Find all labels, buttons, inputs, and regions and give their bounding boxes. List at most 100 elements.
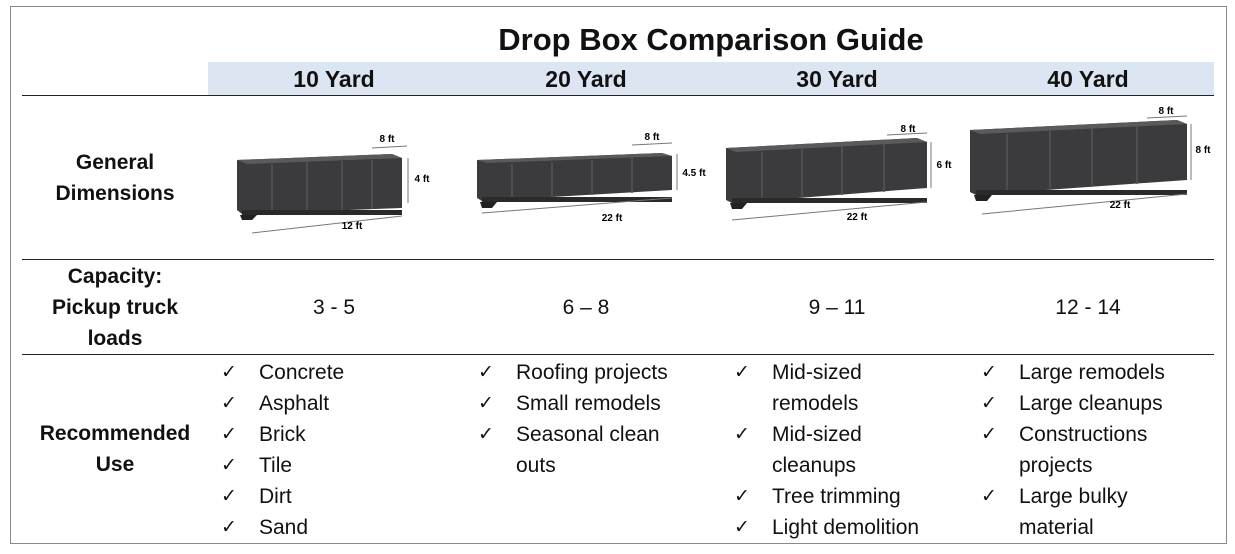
list-item-text: Roofing projects [516, 361, 668, 384]
guide-frame [10, 6, 1227, 544]
checkmark-icon: ✓ [478, 424, 494, 445]
use-list-10-yard: ✓ Concrete ✓ Asphalt ✓ Brick ✓ Tile ✓ Dirt ✓ S… [217, 357, 344, 543]
list-item: ✓ Tile [217, 450, 344, 481]
list-item-text: cleanups [772, 454, 857, 477]
list-item-text: Seasonal clean [516, 423, 660, 446]
list-item: ✓ Asphalt [217, 388, 344, 419]
list-item-text: Tile [259, 454, 293, 477]
row-label-line: Pickup truck [51, 296, 179, 319]
checkmark-icon: ✓ [221, 424, 237, 445]
capacity-40-yard: 12 - 14 [1055, 296, 1121, 319]
list-item-text: Constructions [1019, 423, 1148, 446]
list-item-text: Light demolition [772, 516, 920, 539]
list-item: ✓ Small remodels [474, 388, 668, 419]
dumpster-10-yard-illustration: 8 ft 4 ft 12 ft [212, 98, 460, 258]
checkmark-icon: ✓ [221, 517, 237, 538]
list-item-text: Asphalt [259, 392, 330, 415]
row-label-recommended-use: Recommended Use [22, 418, 208, 480]
list-item-text: Brick [259, 423, 306, 446]
list-item: ✓ Sand [217, 512, 344, 543]
list-item: ✓ Roofing projects [474, 357, 668, 388]
length-label: 22 ft [847, 212, 868, 223]
row-label-dimensions: General Dimensions [22, 147, 208, 209]
column-header-band [208, 62, 1214, 95]
checkmark-icon: ✓ [478, 393, 494, 414]
column-header-10-yard: 10 Yard [293, 66, 375, 92]
height-label: 4 ft [415, 174, 431, 185]
checkmark-icon: ✓ [981, 486, 997, 507]
list-item-text: Tree trimming [772, 485, 901, 508]
height-label: 4.5 ft [682, 168, 706, 179]
list-item: ✓ Large remodels [977, 357, 1165, 388]
checkmark-icon: ✓ [981, 393, 997, 414]
list-item-text: Large cleanups [1019, 392, 1163, 415]
page-title: Drop Box Comparison Guide [498, 22, 924, 57]
checkmark-icon: ✓ [981, 424, 997, 445]
list-item-continuation: material [977, 512, 1165, 543]
column-header-30-yard: 30 Yard [796, 66, 878, 92]
list-item-continuation: cleanups [730, 450, 919, 481]
dumpster-30-yard-illustration: 8 ft 6 ft 22 ft [712, 98, 962, 258]
list-item-continuation: remodels [730, 388, 919, 419]
checkmark-icon: ✓ [221, 486, 237, 507]
use-list-20-yard: ✓ Roofing projects ✓ Small remodels ✓ Seaso… [474, 357, 668, 481]
list-item: ✓ Mid-sized [730, 357, 919, 388]
width-label: 8 ft [901, 124, 917, 135]
checkmark-icon: ✓ [221, 393, 237, 414]
checkmark-icon: ✓ [734, 362, 750, 383]
use-list-30-yard: ✓ Mid-sized remodels ✓ Mid-sized cleanups … [730, 357, 919, 543]
row-label-line: General [75, 151, 155, 174]
dumpster-icon [726, 138, 927, 209]
list-item-continuation: projects [977, 450, 1165, 481]
list-item: ✓ Mid-sized [730, 419, 919, 450]
width-label: 8 ft [1159, 106, 1175, 117]
row-label-line: Capacity: [67, 265, 163, 288]
use-list-40-yard: ✓ Large remodels ✓ Large cleanups ✓ Constru… [977, 357, 1165, 543]
list-item: ✓ Large bulky [977, 481, 1165, 512]
list-item-text: outs [516, 454, 556, 477]
dumpster-20-yard-illustration: 8 ft 4.5 ft 22 ft [462, 98, 712, 258]
list-item-text: Sand [259, 516, 309, 539]
height-label: 8 ft [1196, 145, 1212, 156]
capacity-10-yard: 3 - 5 [312, 296, 356, 319]
divider-line [22, 95, 1214, 96]
dumpster-40-yard-illustration: 8 ft 8 ft 22 ft [962, 98, 1214, 258]
list-item: ✓ Brick [217, 419, 344, 450]
list-item: ✓ Light demolition [730, 512, 919, 543]
list-item-text: Large bulky [1019, 485, 1128, 508]
list-item-text: Mid-sized [772, 361, 862, 384]
checkmark-icon: ✓ [221, 362, 237, 383]
list-item: ✓ Dirt [217, 481, 344, 512]
dumpster-icon [477, 153, 672, 208]
list-item: ✓ Seasonal clean [474, 419, 668, 450]
divider-line [22, 354, 1214, 355]
list-item-text: Large remodels [1019, 361, 1165, 384]
length-label: 22 ft [602, 213, 623, 224]
list-item-text: remodels [772, 392, 859, 415]
list-item: ✓ Tree trimming [730, 481, 919, 512]
capacity-20-yard: 6 – 8 [562, 296, 610, 319]
checkmark-icon: ✓ [221, 455, 237, 476]
row-label-line: Dimensions [55, 182, 175, 205]
row-label-line: Use [95, 453, 135, 476]
width-label: 8 ft [380, 134, 396, 145]
row-label-capacity: Capacity: Pickup truck loads [22, 261, 208, 354]
column-header-40-yard: 40 Yard [1047, 66, 1129, 92]
dumpster-icon [237, 154, 402, 220]
height-label: 6 ft [937, 160, 953, 171]
checkmark-icon: ✓ [478, 362, 494, 383]
checkmark-icon: ✓ [981, 362, 997, 383]
list-item: ✓ Constructions [977, 419, 1165, 450]
list-item-continuation: outs [474, 450, 668, 481]
divider-line [22, 259, 1214, 260]
list-item-text: Mid-sized [772, 423, 862, 446]
length-label: 12 ft [342, 221, 363, 232]
checkmark-icon: ✓ [734, 486, 750, 507]
length-label: 22 ft [1110, 200, 1131, 211]
list-item: ✓ Large cleanups [977, 388, 1165, 419]
column-header-20-yard: 20 Yard [545, 66, 627, 92]
dumpster-icon [970, 120, 1187, 201]
list-item-text: projects [1019, 454, 1093, 477]
list-item-text: Small remodels [516, 392, 661, 415]
row-label-line: Recommended [39, 422, 191, 445]
